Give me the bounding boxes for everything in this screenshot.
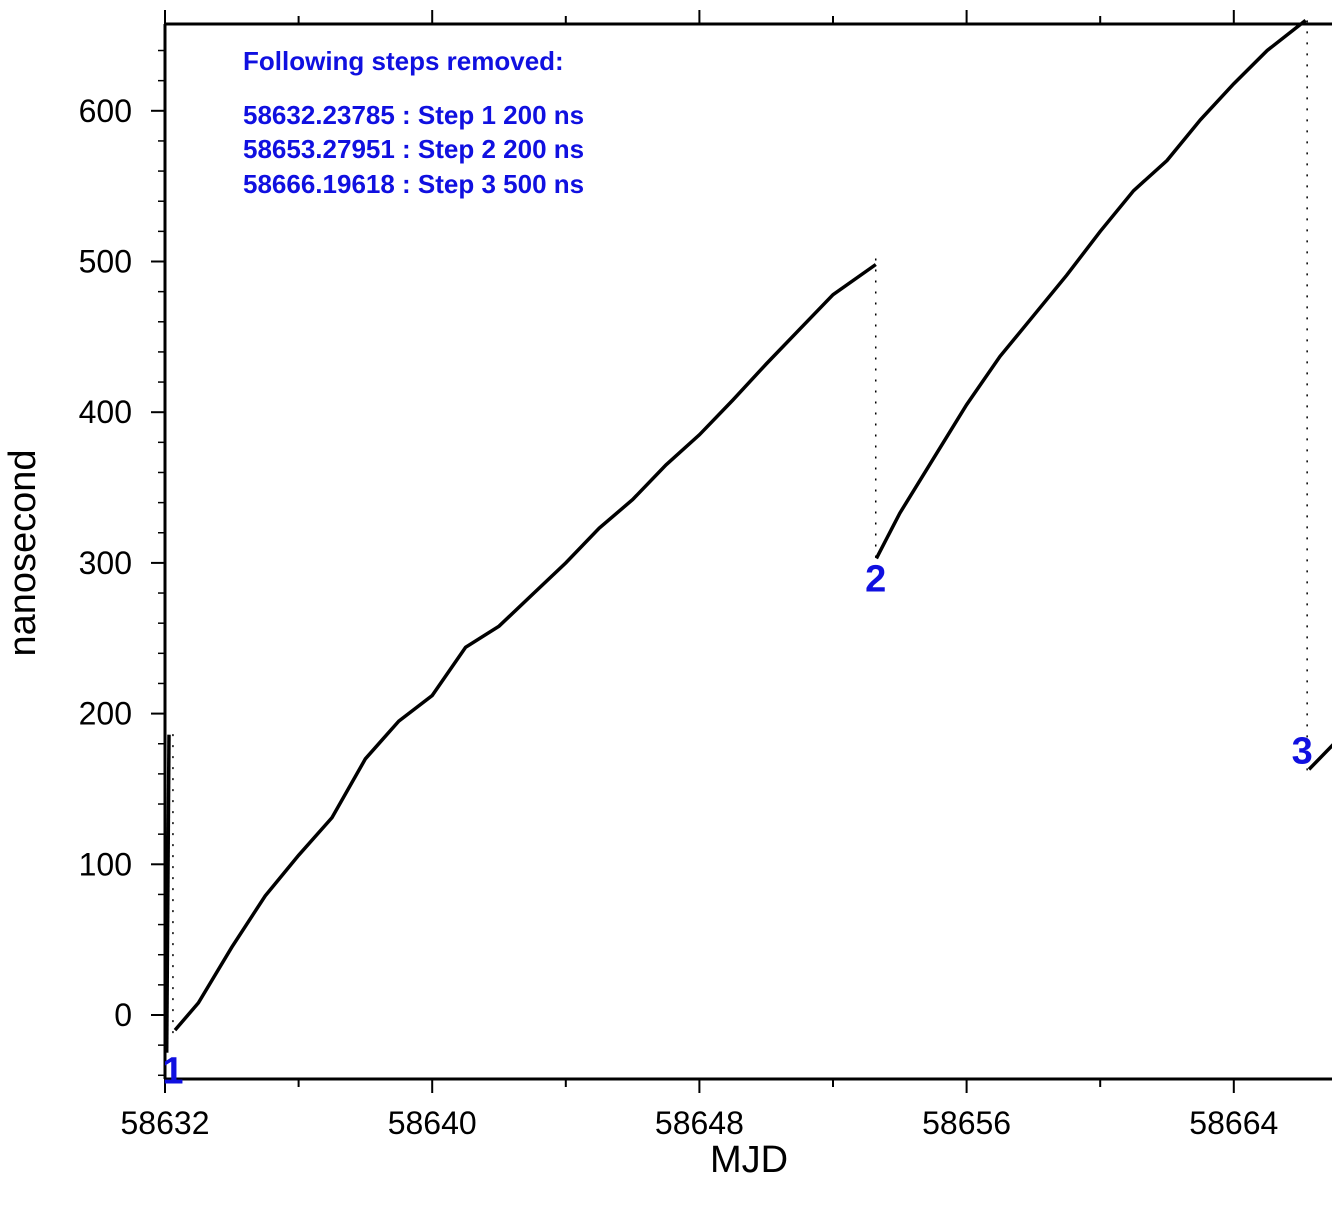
plot-frame (163, 22, 1332, 1081)
series-line (173, 263, 877, 1032)
y-tick-label: 300 (79, 545, 132, 581)
y-tick-label: 500 (79, 244, 132, 280)
y-axis-title: nanosecond (2, 449, 44, 656)
y-tick-label: 600 (79, 93, 132, 129)
x-axis: 58632 58640 58648 58656 58664 (121, 10, 1278, 1141)
y-tick-label: 0 (114, 997, 132, 1033)
y-tick-label: 200 (79, 696, 132, 732)
step-marker-1: 1 (162, 1050, 183, 1092)
step-marker-3: 3 (1292, 730, 1313, 772)
annotation-box: Following steps removed: 58632.23785 : S… (243, 46, 584, 199)
y-axis: 0 100 200 300 400 500 600 (79, 49, 165, 1077)
x-tick-label: 58664 (1189, 1105, 1278, 1141)
x-tick-label: 58640 (388, 1105, 477, 1141)
annotation-line-1: 58632.23785 : Step 1 200 ns (243, 100, 584, 130)
series-line (1307, 743, 1332, 771)
x-tick-label: 58656 (922, 1105, 1011, 1141)
x-tick-label: 58648 (655, 1105, 744, 1141)
annotation-line-3: 58666.19618 : Step 3 500 ns (243, 169, 584, 199)
step-lines (172, 20, 1308, 1034)
annotation-line-2: 58653.27951 : Step 2 200 ns (243, 134, 584, 164)
annotation-title: Following steps removed: (243, 46, 564, 76)
x-axis-title: MJD (710, 1139, 788, 1181)
series-line (874, 19, 1307, 560)
x-tick-label: 58632 (121, 1105, 210, 1141)
step-marker-2: 2 (865, 558, 886, 600)
y-tick-label: 400 (79, 394, 132, 430)
marker-layer: 1 2 3 (162, 558, 1312, 1092)
y-tick-label: 100 (79, 846, 132, 882)
series-layer (164, 19, 1332, 1053)
series-line (164, 734, 171, 1053)
